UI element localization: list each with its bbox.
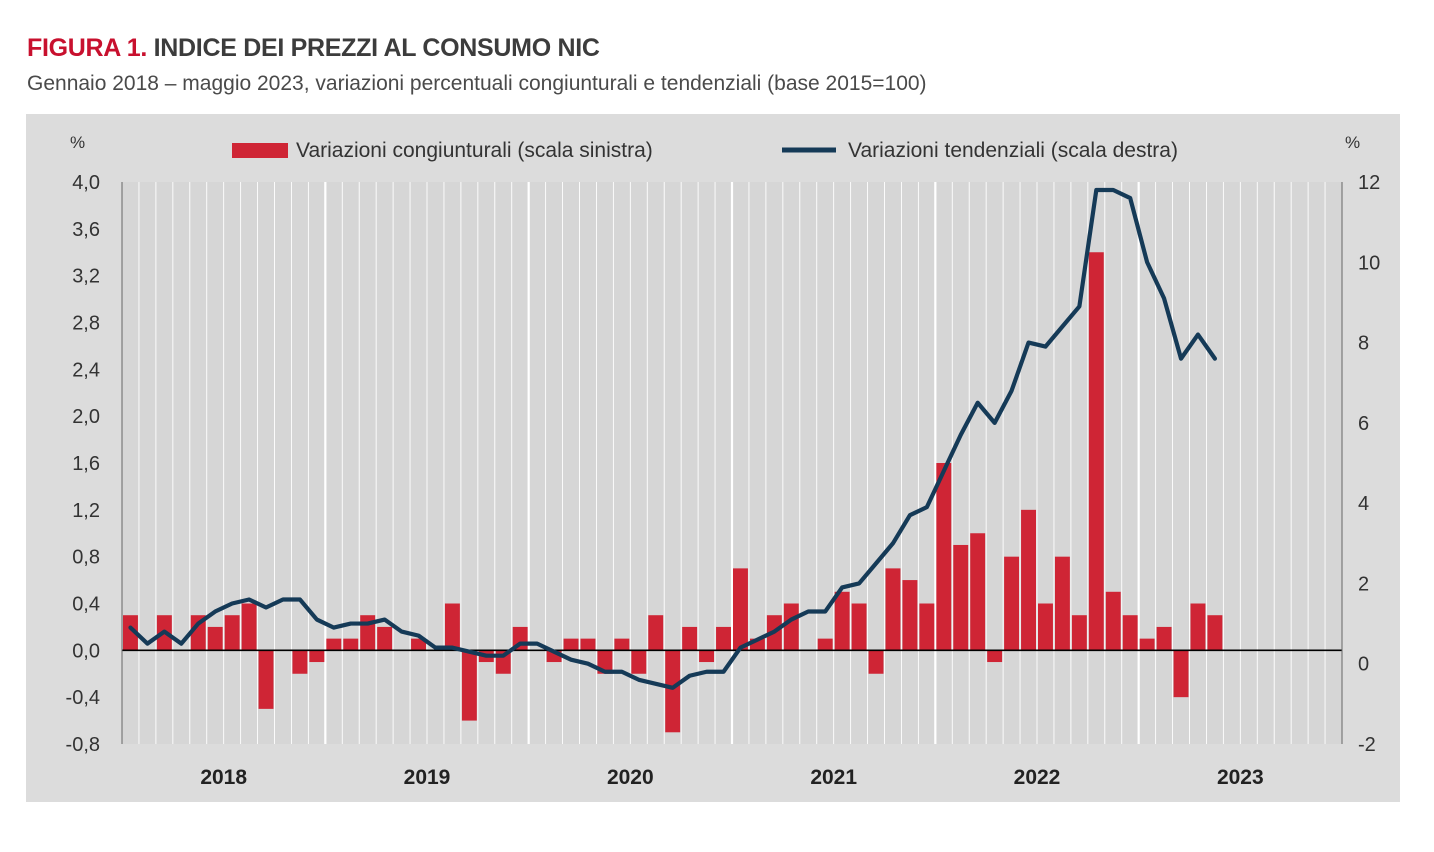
bar-congiunturale bbox=[292, 650, 308, 674]
right-tick-label: 2 bbox=[1358, 573, 1369, 595]
bar-congiunturale bbox=[783, 603, 799, 651]
bar-congiunturale bbox=[1004, 556, 1020, 651]
right-tick-label: 10 bbox=[1358, 252, 1380, 274]
bar-congiunturale bbox=[919, 603, 935, 651]
bar-congiunturale bbox=[1088, 252, 1104, 651]
bar-congiunturale bbox=[1071, 615, 1087, 651]
left-tick-label: 1,6 bbox=[72, 453, 100, 475]
bar-congiunturale bbox=[580, 638, 596, 651]
bar-congiunturale bbox=[1190, 603, 1206, 651]
bar-congiunturale bbox=[885, 568, 901, 651]
bar-congiunturale bbox=[207, 626, 223, 651]
bar-congiunturale bbox=[546, 650, 562, 663]
bar-congiunturale bbox=[665, 650, 681, 733]
right-tick-label: 0 bbox=[1358, 654, 1369, 676]
legend-bar-swatch bbox=[232, 143, 288, 158]
bar-congiunturale bbox=[682, 626, 698, 651]
bar-congiunturale bbox=[970, 533, 986, 651]
bar-congiunturale bbox=[902, 580, 918, 651]
right-tick-label: 8 bbox=[1358, 333, 1369, 355]
bar-congiunturale bbox=[851, 603, 867, 651]
right-tick-label: -2 bbox=[1358, 734, 1376, 756]
bar-congiunturale bbox=[444, 603, 460, 651]
bar-congiunturale bbox=[699, 650, 715, 663]
left-unit-label: % bbox=[70, 133, 85, 152]
year-label: 2023 bbox=[1217, 766, 1264, 789]
legend-bar-label: Variazioni congiunturali (scala sinistra… bbox=[296, 139, 653, 162]
bar-congiunturale bbox=[987, 650, 1003, 663]
bar-congiunturale bbox=[461, 650, 477, 721]
left-tick-label: 2,0 bbox=[72, 406, 100, 428]
left-tick-label: -0,4 bbox=[66, 687, 100, 709]
right-tick-label: 4 bbox=[1358, 493, 1369, 515]
figure-title: INDICE DEI PREZZI AL CONSUMO NIC bbox=[153, 34, 600, 62]
chart-title: FIGURA 1. INDICE DEI PREZZI AL CONSUMO N… bbox=[27, 34, 600, 63]
bar-congiunturale bbox=[326, 638, 342, 651]
bar-congiunturale bbox=[631, 650, 647, 674]
bar-congiunturale bbox=[1173, 650, 1189, 698]
bar-congiunturale bbox=[411, 638, 426, 651]
left-tick-label: 0,8 bbox=[72, 547, 100, 569]
chart-svg: 4,0 3,6 3,2 2,8 2,4 2,0 1,6 1,2 0,8 0,4 0,0 -0,4 -0,… bbox=[26, 114, 1400, 802]
left-tick-label: 3,2 bbox=[72, 266, 100, 288]
bar-congiunturale bbox=[1156, 626, 1172, 651]
bar-congiunturale bbox=[563, 638, 579, 651]
year-label: 2021 bbox=[810, 766, 857, 789]
left-tick-label: 2,8 bbox=[72, 313, 100, 335]
bar-congiunturale bbox=[258, 650, 274, 709]
bar-congiunturale bbox=[1105, 591, 1121, 651]
bar-congiunturale bbox=[190, 615, 206, 651]
right-tick-label: 12 bbox=[1358, 172, 1380, 194]
left-tick-label: 2,4 bbox=[72, 359, 100, 381]
figure-label: FIGURA 1. bbox=[27, 34, 147, 62]
bar-congiunturale bbox=[309, 650, 325, 663]
left-tick-label: 0,4 bbox=[72, 594, 100, 616]
line-tendenziale bbox=[128, 187, 1218, 690]
bar-congiunturale bbox=[1122, 615, 1138, 651]
bar-congiunturale bbox=[1038, 603, 1053, 651]
chart-subtitle: Gennaio 2018 – maggio 2023, variazioni p… bbox=[27, 72, 927, 95]
left-tick-label: 3,6 bbox=[72, 219, 100, 241]
bar-congiunturale bbox=[241, 603, 257, 651]
bar-congiunturale bbox=[868, 650, 884, 674]
year-label: 2019 bbox=[404, 766, 451, 789]
bar-congiunturale bbox=[224, 615, 240, 651]
bar-congiunturale bbox=[648, 615, 664, 651]
bar-congiunturale bbox=[936, 463, 952, 651]
bar-congiunturale bbox=[749, 638, 765, 651]
bar-congiunturale bbox=[834, 591, 850, 651]
year-label: 2020 bbox=[607, 766, 654, 789]
right-unit-label: % bbox=[1345, 133, 1360, 152]
right-tick-label: 6 bbox=[1358, 413, 1369, 435]
legend-line-label: Variazioni tendenziali (scala destra) bbox=[848, 139, 1178, 162]
left-tick-label: 1,2 bbox=[72, 500, 100, 522]
left-tick-label: -0,8 bbox=[66, 734, 100, 756]
bar-congiunturale bbox=[733, 568, 748, 651]
year-label: 2022 bbox=[1014, 766, 1061, 789]
bar-congiunturale bbox=[817, 638, 833, 651]
left-tick-label: 0,0 bbox=[72, 640, 100, 662]
left-tick-label: 4,0 bbox=[72, 172, 100, 194]
legend: Variazioni congiunturali (scala sinistra… bbox=[232, 139, 1178, 162]
bar-congiunturale bbox=[377, 626, 393, 651]
bar-congiunturale bbox=[1139, 638, 1155, 651]
bar-congiunturale bbox=[716, 626, 731, 651]
bar-congiunturale bbox=[1207, 615, 1223, 651]
bar-congiunturale bbox=[343, 638, 359, 651]
bar-congiunturale bbox=[1021, 509, 1036, 651]
bar-congiunturale bbox=[614, 638, 630, 651]
bar-congiunturale bbox=[953, 544, 969, 651]
bar-congiunturale bbox=[1054, 556, 1070, 651]
bar-congiunturale bbox=[123, 615, 138, 651]
year-label: 2018 bbox=[200, 766, 247, 789]
